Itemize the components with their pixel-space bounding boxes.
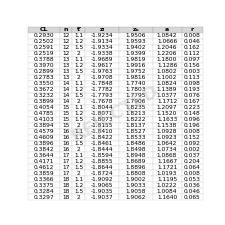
Text: REJECTED: REJECTED: [68, 81, 162, 146]
